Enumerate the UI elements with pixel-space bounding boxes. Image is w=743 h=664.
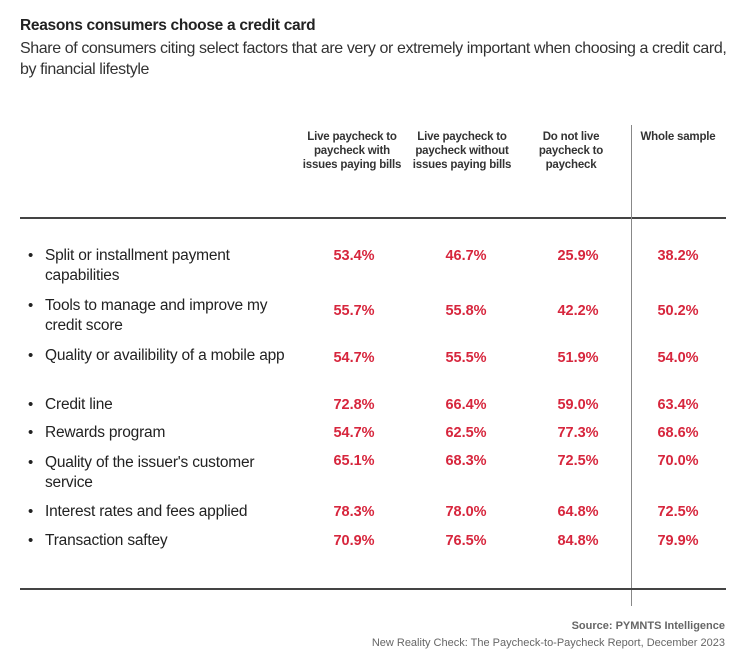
value-cell: 55.7% (333, 303, 375, 319)
value-cell: 65.1% (333, 453, 375, 469)
value-cell: 42.2% (557, 303, 599, 319)
value-cell: 63.4% (657, 397, 699, 413)
value-cell: 70.9% (333, 533, 375, 549)
report-citation: New Reality Check: The Paycheck-to-Paych… (371, 637, 725, 649)
value-cell: 46.7% (445, 248, 487, 264)
value-cell: 68.6% (657, 425, 699, 441)
value-cell: 64.8% (557, 504, 599, 520)
value-cell: 78.3% (333, 504, 375, 520)
value-cell: 55.8% (445, 303, 487, 319)
value-cell: 84.8% (557, 533, 599, 549)
value-cell: 62.5% (445, 425, 487, 441)
value-cell: 77.3% (557, 425, 599, 441)
value-cell: 76.5% (445, 533, 487, 549)
value-cell: 25.9% (557, 248, 599, 264)
value-cell: 54.7% (333, 425, 375, 441)
bullet-icon: • (28, 532, 34, 549)
table-bottom-divider (20, 588, 726, 590)
column-header-without-issues: Live paycheck to paycheck without issues… (412, 131, 512, 171)
value-cell: 72.5% (557, 453, 599, 469)
row-label: Interest rates and fees applied (45, 503, 248, 520)
value-cell: 70.0% (657, 453, 699, 469)
row-label: Split or installment payment capabilitie… (45, 247, 230, 284)
row-label: Quality of the issuer's customer service (45, 454, 255, 491)
value-cell: 51.9% (557, 350, 599, 366)
bullet-icon: • (28, 297, 34, 314)
row-label: Quality or availibility of a mobile app (45, 347, 285, 364)
chart-title: Reasons consumers choose a credit card (20, 17, 316, 34)
column-header-not-paycheck: Do not live paycheck to paycheck (538, 131, 604, 171)
value-cell: 38.2% (657, 248, 699, 264)
value-cell: 54.0% (657, 350, 699, 366)
header-divider (20, 217, 726, 219)
bullet-icon: • (28, 454, 34, 471)
value-cell: 72.5% (657, 504, 699, 520)
column-header-whole-sample: Whole sample (640, 131, 716, 143)
source-label: Source: PYMNTS Intelligence (571, 620, 725, 632)
row-label: Transaction saftey (45, 532, 168, 549)
value-cell: 50.2% (657, 303, 699, 319)
bullet-icon: • (28, 503, 34, 520)
row-label: Rewards program (45, 424, 166, 441)
value-cell: 55.5% (445, 350, 487, 366)
value-cell: 53.4% (333, 248, 375, 264)
value-cell: 54.7% (333, 350, 375, 366)
value-cell: 78.0% (445, 504, 487, 520)
column-header-with-issues: Live paycheck to paycheck with issues pa… (302, 131, 402, 171)
row-label: Tools to manage and improve my credit sc… (45, 297, 268, 334)
value-cell: 59.0% (557, 397, 599, 413)
bullet-icon: • (28, 396, 34, 413)
bullet-icon: • (28, 424, 34, 441)
chart-subtitle: Share of consumers citing select factors… (20, 40, 727, 78)
bullet-icon: • (28, 347, 34, 364)
value-cell: 72.8% (333, 397, 375, 413)
bullet-icon: • (28, 247, 34, 264)
value-cell: 66.4% (445, 397, 487, 413)
value-cell: 68.3% (445, 453, 487, 469)
whole-sample-divider (631, 125, 632, 606)
value-cell: 79.9% (657, 533, 699, 549)
row-label: Credit line (45, 396, 113, 413)
